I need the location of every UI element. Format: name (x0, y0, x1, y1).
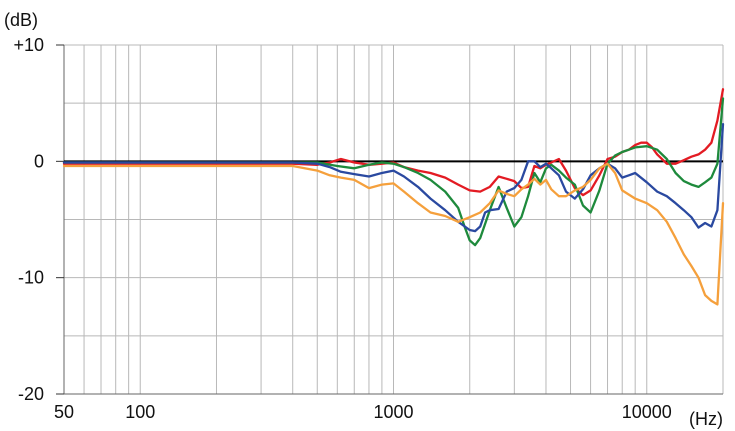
x-tick-label: 10000 (622, 402, 672, 422)
series-line-4 (62, 162, 725, 306)
y-tick-label: -10 (18, 268, 44, 288)
y-tick-label: -20 (18, 384, 44, 404)
x-tick-label: 1000 (373, 402, 413, 422)
x-tick-label: 50 (54, 402, 74, 422)
y-axis-label: (dB) (4, 10, 38, 30)
grid (63, 44, 724, 395)
y-tick-label: +10 (13, 35, 44, 55)
x-tick-label: 100 (125, 402, 155, 422)
axis-ticks: +10 0 -10 -20 50 100 1000 10000 (13, 35, 671, 422)
series-line-2 (62, 97, 725, 247)
x-axis-label: (Hz) (689, 409, 723, 429)
series-line-3 (62, 122, 725, 233)
y-tick-label: 0 (34, 151, 44, 171)
series-group (62, 88, 725, 306)
